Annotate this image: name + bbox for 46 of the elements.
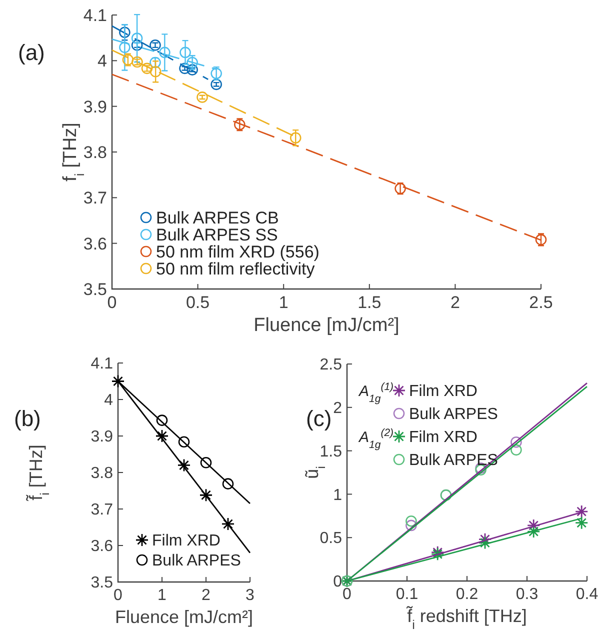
- y-tick-label: 3.6: [90, 538, 114, 556]
- x-tick-label: 0.2: [456, 586, 478, 603]
- y-tick-label: 0.5: [320, 530, 342, 548]
- text: (b): [14, 406, 41, 431]
- x-tick-label: 1.5: [358, 293, 382, 312]
- x-axis-title: Fluence [mJ/cm²]: [254, 315, 400, 336]
- y-tick-label: 4.1: [83, 6, 107, 25]
- x-tick-label: 3: [246, 587, 255, 604]
- x-axis-title: f̃$_{i}$ redshift [THz]: [406, 606, 527, 632]
- y-tick-label: 3.9: [90, 428, 114, 446]
- x-tick-label: 0.1: [396, 586, 418, 603]
- legend-label: Bulk ARPES: [152, 552, 241, 570]
- legend-label: Bulk ARPES CB: [156, 208, 279, 228]
- y-tick-label: 0: [333, 574, 342, 591]
- y-tick-label: 3.7: [83, 188, 107, 208]
- legend-label: Film XRD: [409, 383, 478, 400]
- y-tick-label: 3.8: [83, 142, 107, 162]
- text: (c): [306, 406, 332, 431]
- x-tick-label: 2: [450, 293, 460, 312]
- y-tick-label: 3.5: [90, 574, 114, 592]
- legend-label: Bulk ARPES SS: [156, 225, 278, 244]
- x-tick-label: 0.3: [516, 586, 538, 603]
- x-tick-label: 0.4: [576, 586, 598, 603]
- x-tick-label: 1: [158, 587, 167, 604]
- legend-label: 50 nm film XRD (556): [156, 242, 320, 262]
- legend-label: Bulk ARPES: [409, 406, 498, 424]
- x-tick-label: 2: [202, 587, 211, 604]
- y-tick-label: 1.5: [320, 443, 342, 460]
- y-tick-label: 4.1: [90, 356, 114, 373]
- legend-label: Film XRD: [152, 532, 220, 550]
- y-tick-label: 1: [333, 486, 342, 504]
- y-tick-label: 3.6: [83, 234, 107, 254]
- y-tick-label: 2: [333, 400, 342, 417]
- y-tick-label: 3.5: [83, 280, 107, 299]
- x-axis-title: Fluence [mJ/cm²]: [114, 607, 254, 627]
- y-tick-label: 4: [104, 392, 114, 410]
- y-tick-label: 3.9: [83, 97, 107, 116]
- y-tick-label: 4: [98, 52, 107, 71]
- legend-label: Film XRD: [409, 429, 478, 446]
- y-tick-label: 3.8: [90, 465, 114, 482]
- text: (a): [18, 40, 45, 65]
- x-tick-label: 2.5: [529, 293, 553, 312]
- x-tick-label: 0.5: [186, 293, 210, 312]
- x-tick-label: 1: [278, 293, 288, 312]
- y-tick-label: 2.5: [320, 356, 342, 374]
- y-tick-label: 3.7: [90, 502, 114, 519]
